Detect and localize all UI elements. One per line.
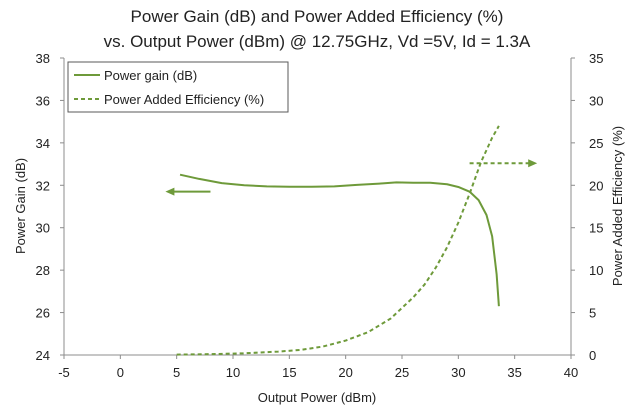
y-tick-label: 26 (36, 306, 50, 321)
y2-axis-label: Power Added Efficiency (%) (610, 126, 625, 286)
y-tick-label: 34 (36, 136, 50, 151)
x-axis-label: Output Power (dBm) (258, 390, 377, 405)
x-tick-label: 15 (282, 365, 296, 380)
legend-label-gain: Power gain (dB) (104, 68, 197, 83)
x-ticks: -5 0 5 10 15 20 25 30 35 40 (58, 355, 578, 380)
legend-label-pae: Power Added Efficiency (%) (104, 92, 264, 107)
y2-tick-label: 10 (589, 263, 603, 278)
y2-tick-label: 30 (589, 93, 603, 108)
series-layer (176, 125, 500, 356)
y-tick-label: 36 (36, 93, 50, 108)
series-line-power-gain (179, 173, 500, 307)
y-left-ticks: 24 26 28 30 32 34 36 38 (36, 51, 64, 363)
arrow-right-pae-head (528, 159, 538, 168)
y2-tick-label: 25 (589, 136, 603, 151)
x-tick-label: 40 (564, 365, 578, 380)
y-tick-label: 30 (36, 221, 50, 236)
y2-tick-label: 20 (589, 178, 603, 193)
x-tick-label: 20 (338, 365, 352, 380)
y-right-ticks: 0 5 10 15 20 25 30 35 (571, 51, 603, 363)
plot-frame (63, 58, 572, 356)
arrow-left-gain-head (165, 187, 175, 196)
y-tick-label: 28 (36, 263, 50, 278)
legend-box (67, 61, 289, 113)
x-tick-label: 30 (451, 365, 465, 380)
x-tick-label: 5 (173, 365, 180, 380)
chart-subtitle: vs. Output Power (dBm) @ 12.75GHz, Vd =5… (104, 32, 531, 51)
x-tick-label: -5 (58, 365, 70, 380)
x-tick-label: 0 (117, 365, 124, 380)
y2-tick-label: 5 (589, 306, 596, 321)
y-axis-label: Power Gain (dB) (13, 158, 28, 254)
x-tick-label: 35 (507, 365, 521, 380)
x-tick-label: 25 (395, 365, 409, 380)
series-line-pae (176, 125, 500, 356)
y2-tick-label: 0 (589, 348, 596, 363)
legend: Power gain (dB) Power Added Efficiency (… (67, 61, 289, 113)
y2-tick-label: 35 (589, 51, 603, 66)
annotations-layer (165, 159, 538, 196)
y2-tick-label: 15 (589, 221, 603, 236)
x-tick-label: 10 (226, 365, 240, 380)
y-tick-label: 38 (36, 51, 50, 66)
chart-title: Power Gain (dB) and Power Added Efficien… (131, 7, 504, 26)
y-tick-label: 32 (36, 178, 50, 193)
y-tick-label: 24 (36, 348, 50, 363)
